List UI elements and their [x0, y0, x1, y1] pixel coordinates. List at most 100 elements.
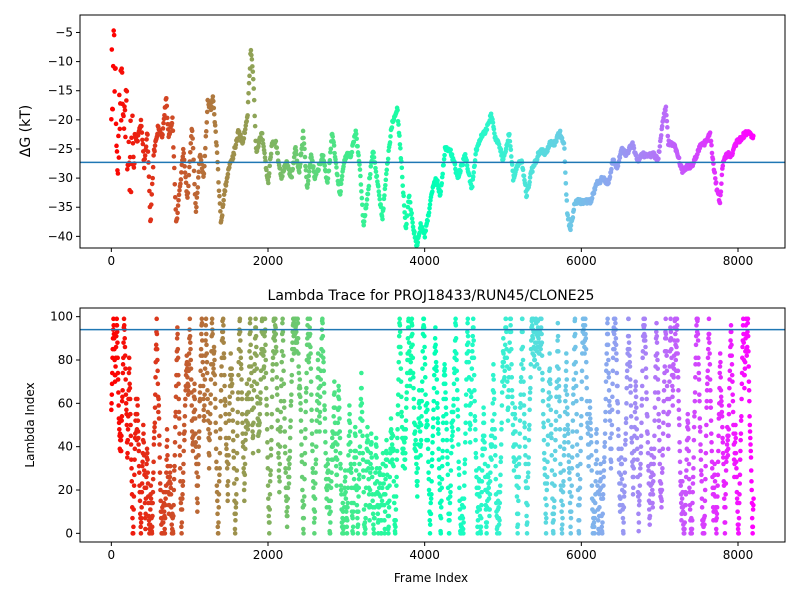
lambda-point — [677, 470, 683, 475]
lambda-point — [301, 515, 307, 521]
lambda-point — [565, 427, 571, 432]
lambda-point — [626, 333, 632, 339]
lambda-point — [313, 457, 319, 462]
lambda-point — [351, 509, 356, 514]
lambda-point — [171, 487, 177, 493]
lambda-point — [610, 381, 615, 387]
lambda-point — [138, 520, 144, 525]
lambda-point — [532, 357, 538, 363]
lambda-point — [493, 453, 498, 458]
lambda-point — [428, 496, 434, 501]
delta-g-point — [186, 183, 191, 189]
lambda-point — [496, 522, 502, 527]
lambda-point — [595, 518, 601, 523]
lambda-point — [602, 444, 607, 449]
lambda-point — [619, 461, 625, 467]
lambda-point — [518, 401, 523, 406]
lambda-point — [468, 401, 474, 406]
delta-g-point — [152, 143, 158, 148]
lambda-point — [691, 424, 697, 430]
delta-g-point — [175, 210, 180, 216]
lambda-point — [699, 479, 704, 484]
y-tick-label: 0 — [65, 526, 73, 540]
lambda-point — [435, 420, 441, 426]
delta-g-point — [311, 164, 316, 169]
lambda-point — [656, 418, 662, 423]
lambda-point — [682, 520, 688, 525]
lambda-point — [553, 418, 559, 423]
lambda-point — [547, 377, 553, 382]
lambda-point — [297, 385, 303, 391]
lambda-point — [249, 396, 255, 402]
delta-g-point — [143, 144, 149, 149]
delta-g-point — [563, 192, 569, 197]
lambda-point — [553, 437, 558, 443]
lambda-point — [516, 474, 522, 480]
lambda-point — [602, 440, 608, 445]
delta-g-point — [591, 191, 597, 196]
lambda-point — [171, 502, 176, 508]
lambda-point — [593, 479, 598, 484]
lambda-point — [564, 359, 569, 365]
delta-g-point — [144, 137, 149, 142]
lambda-point — [718, 359, 723, 365]
lambda-point — [658, 481, 664, 486]
delta-g-point — [252, 123, 258, 129]
lambda-point — [186, 351, 192, 356]
lambda-point — [471, 325, 476, 330]
lambda-point — [262, 349, 267, 354]
delta-g-point — [509, 154, 514, 159]
lambda-point — [192, 407, 198, 413]
lambda-point — [651, 461, 657, 467]
lambda-point — [320, 333, 326, 339]
lambda-point — [155, 368, 160, 374]
lambda-point — [163, 502, 168, 508]
lambda-point — [552, 457, 558, 462]
lambda-point — [268, 472, 273, 478]
lambda-point — [261, 364, 267, 369]
lambda-point — [750, 531, 755, 536]
lambda-point — [729, 353, 735, 358]
lambda-point — [382, 526, 388, 532]
lambda-point — [347, 403, 352, 408]
delta-g-point — [160, 126, 166, 131]
lambda-point — [238, 338, 243, 343]
lambda-point — [151, 435, 157, 441]
delta-g-point — [385, 156, 391, 162]
lambda-point — [621, 505, 627, 510]
lambda-point — [487, 513, 492, 519]
delta-g-point — [170, 128, 176, 134]
top-axes-frame — [79, 14, 786, 249]
lambda-point — [303, 390, 309, 395]
lambda-point — [645, 440, 651, 445]
lambda-point — [513, 457, 519, 462]
lambda-point — [711, 485, 717, 491]
delta-g-point — [264, 167, 269, 173]
lambda-point — [434, 377, 440, 382]
lambda-point — [188, 366, 194, 371]
lambda-point — [131, 494, 137, 499]
lambda-point — [715, 483, 720, 488]
delta-g-point — [161, 120, 166, 126]
lambda-point — [569, 466, 575, 471]
lambda-point — [708, 388, 713, 393]
lambda-point — [499, 403, 505, 408]
lambda-point — [217, 472, 222, 478]
lambda-point — [671, 375, 676, 380]
lambda-point — [167, 474, 173, 480]
lambda-point — [555, 338, 560, 343]
lambda-point — [213, 420, 218, 426]
lambda-point — [165, 453, 170, 458]
lambda-point — [506, 394, 511, 400]
lambda-point — [560, 515, 565, 521]
lambda-point — [426, 459, 431, 465]
lambda-point — [517, 418, 523, 423]
lambda-point — [421, 325, 427, 330]
lambda-point — [274, 392, 280, 397]
lambda-point — [618, 496, 623, 501]
delta-g-point — [412, 229, 417, 235]
lambda-point — [226, 418, 232, 423]
lambda-point — [540, 377, 545, 382]
lambda-point — [205, 396, 210, 402]
delta-g-point — [119, 66, 124, 71]
